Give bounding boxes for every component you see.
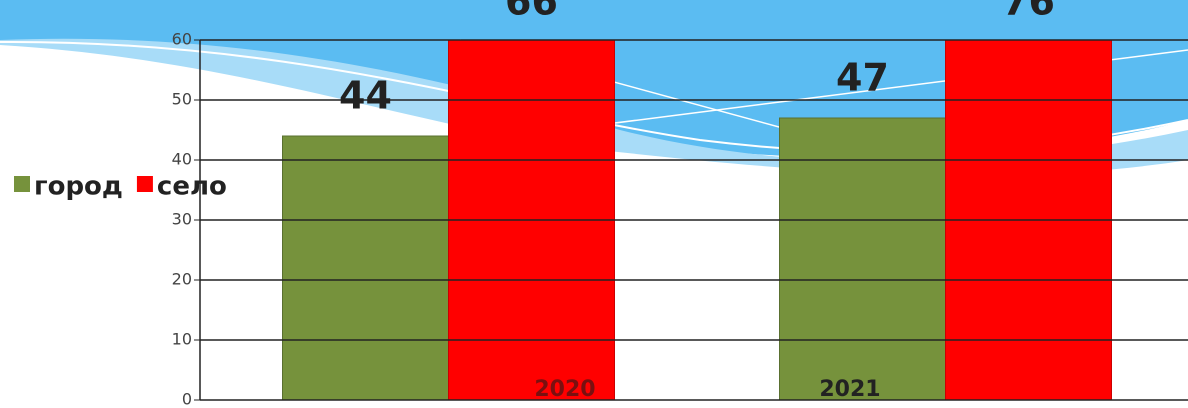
y-tick-label: 20: [172, 270, 192, 289]
data-label: 76: [1002, 0, 1055, 24]
data-label: 66: [505, 0, 558, 24]
bar: [779, 117, 946, 401]
y-tick-label: 0: [182, 390, 192, 408]
y-tick-label: 50: [172, 90, 192, 109]
legend-label: село: [157, 172, 227, 202]
legend-swatch: [136, 176, 153, 192]
x-tick-label: 2021: [819, 377, 880, 402]
bar: [282, 135, 449, 401]
y-tick-label: 10: [172, 330, 192, 349]
legend-swatch: [14, 176, 30, 192]
data-label: 44: [339, 74, 392, 118]
data-label: 47: [836, 56, 889, 100]
x-tick-label: 2020: [534, 377, 595, 402]
y-tick-label: 40: [172, 150, 192, 169]
legend-label: город: [34, 172, 123, 202]
y-tick-label: 30: [172, 210, 192, 229]
y-tick-label: 60: [172, 30, 192, 49]
